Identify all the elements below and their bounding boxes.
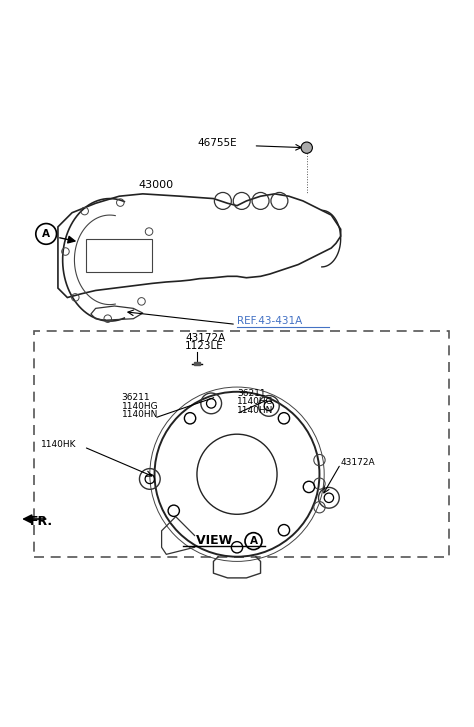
Text: 43172A: 43172A — [341, 458, 375, 467]
Text: VIEW: VIEW — [196, 534, 237, 547]
Text: 1140HN: 1140HN — [121, 410, 158, 419]
Text: 36211: 36211 — [237, 388, 265, 398]
Text: A: A — [42, 229, 50, 239]
Text: 1140HG: 1140HG — [121, 402, 158, 411]
Text: 43172A: 43172A — [185, 333, 226, 343]
Text: 1140HG: 1140HG — [237, 397, 273, 406]
Circle shape — [301, 142, 312, 153]
Text: 1140HN: 1140HN — [237, 406, 273, 414]
Text: A: A — [249, 536, 257, 546]
Text: 36211: 36211 — [121, 393, 150, 402]
Text: 46755E: 46755E — [197, 138, 237, 148]
Text: 1140HK: 1140HK — [41, 440, 77, 449]
Bar — [194, 362, 200, 365]
Text: FR.: FR. — [30, 515, 53, 528]
Text: 1123LE: 1123LE — [185, 342, 224, 351]
Text: 43000: 43000 — [138, 180, 173, 190]
Text: REF.43-431A: REF.43-431A — [237, 316, 302, 326]
